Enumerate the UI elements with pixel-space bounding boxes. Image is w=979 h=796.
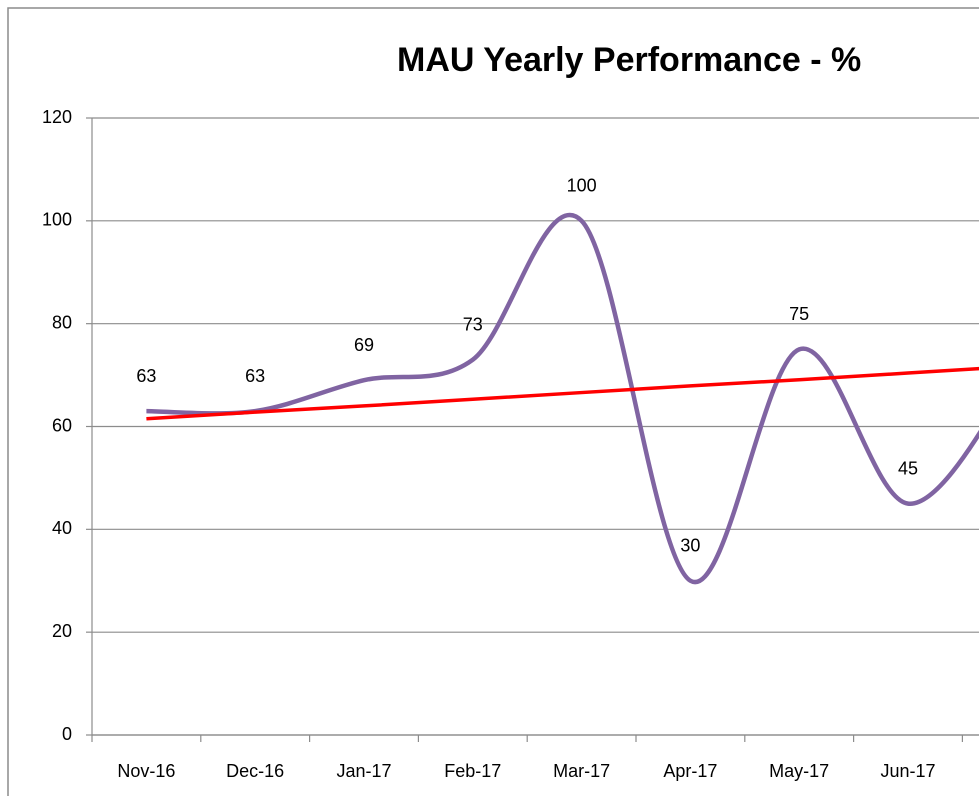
data-label: 63: [245, 366, 265, 386]
y-tick-label: 0: [62, 724, 72, 744]
x-tick-label: Feb-17: [444, 761, 501, 781]
trend-line: [146, 366, 979, 421]
data-label: 75: [789, 304, 809, 324]
x-tick-label: Dec-16: [226, 761, 284, 781]
x-tick-label: Mar-17: [553, 761, 610, 781]
data-label: 69: [354, 335, 374, 355]
data-label: 45: [898, 458, 918, 478]
x-tick-label: May-17: [769, 761, 829, 781]
y-tick-label: 80: [52, 312, 72, 332]
y-tick-label: 100: [42, 210, 72, 230]
data-label: 63: [136, 366, 156, 386]
x-tick-label: Jun-17: [880, 761, 935, 781]
y-tick-label: 60: [52, 415, 72, 435]
chart-title: MAU Yearly Performance - %: [397, 41, 861, 79]
data-line: [146, 212, 979, 585]
y-tick-label: 20: [52, 621, 72, 641]
y-tick-label: 120: [42, 107, 72, 127]
x-tick-label: Jan-17: [336, 761, 391, 781]
x-tick-label: Apr-17: [663, 761, 717, 781]
x-tick-label: Nov-16: [117, 761, 175, 781]
chart-frame: [7, 7, 979, 796]
y-tick-label: 40: [52, 518, 72, 538]
data-label: 73: [463, 314, 483, 334]
data-label: 100: [567, 176, 597, 196]
data-label: 30: [680, 536, 700, 556]
